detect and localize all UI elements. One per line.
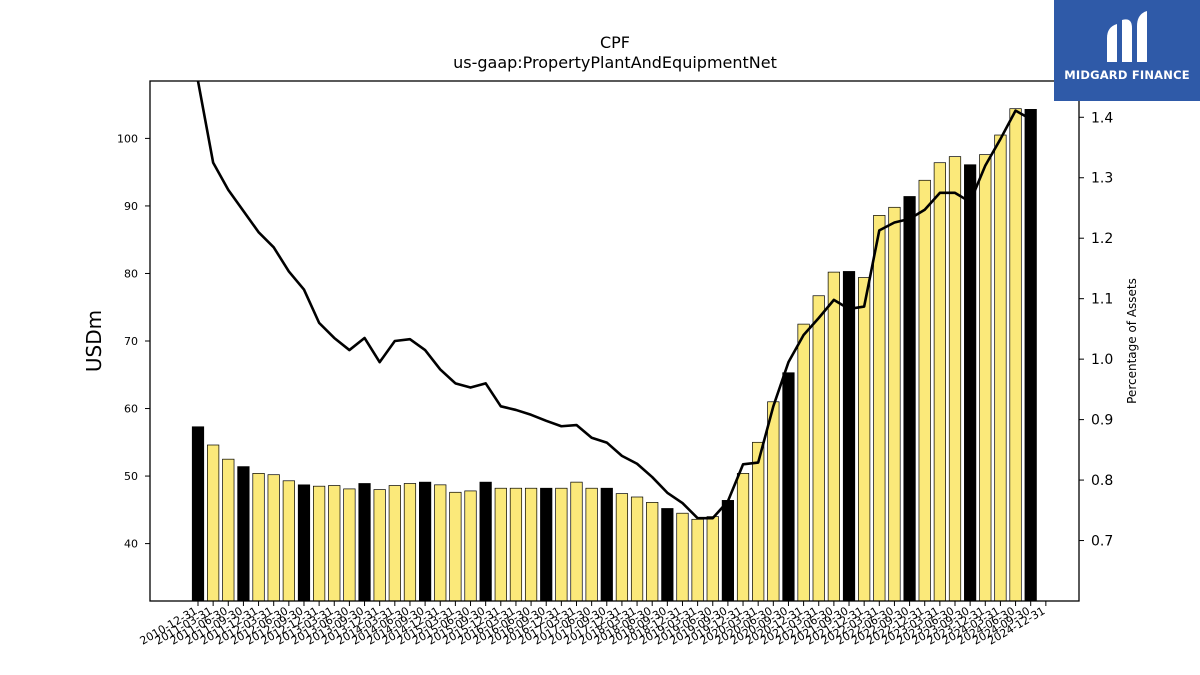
bar-2022-06-30 [888, 206, 901, 602]
bar-2016-12-31 [555, 487, 568, 602]
bar-2023-06-30 [948, 156, 962, 602]
percentage-line [196, 80, 1032, 520]
y-tick-left-label: 90 [124, 200, 138, 213]
midgard-m-logo-icon [1054, 0, 1200, 101]
bar-series [191, 108, 1037, 602]
bar-2015-09-30 [479, 481, 492, 602]
bar-2023-09-30 [964, 164, 977, 602]
bar-2010-12-31 [191, 426, 205, 602]
bar-2013-03-31 [328, 485, 341, 602]
y-axis-left: 40 50 60 70 80 90 100 [117, 132, 150, 551]
bar-2012-09-30 [297, 484, 311, 602]
bar-2020-06-30 [767, 401, 780, 602]
bar-2014-09-30 [419, 481, 432, 602]
bar-2014-03-31 [388, 485, 401, 602]
percentage-line-series [196, 80, 1032, 520]
bar-2019-03-31 [691, 518, 704, 602]
bar-2016-06-30 [524, 487, 538, 602]
bar-2022-09-30 [903, 196, 916, 602]
bar-2012-12-31 [313, 485, 326, 602]
bar-2011-09-30 [237, 466, 250, 602]
y-tick-right-label: 1.2 [1091, 231, 1113, 247]
bar-2018-03-31 [630, 496, 644, 602]
bar-2013-06-30 [343, 488, 356, 602]
y-tick-right-label: 0.7 [1091, 534, 1113, 550]
chart-title: CPF [600, 33, 630, 52]
midgard-finance-logo: MIDGARD FINANCE [1054, 0, 1200, 101]
y-tick-right-label: 1.4 [1091, 110, 1113, 126]
bar-2022-12-31 [918, 179, 931, 602]
bar-2019-12-31 [736, 473, 750, 602]
bar-2011-12-31 [252, 473, 265, 602]
bar-2012-06-30 [282, 480, 295, 602]
bar-2021-12-31 [858, 277, 871, 602]
y-tick-right-label: 1.0 [1091, 352, 1113, 368]
y-axis-right: 0.7 0.8 0.9 1.0 1.1 1.2 1.3 1.4 [1079, 110, 1113, 550]
bar-2016-09-30 [540, 487, 553, 602]
bar-2024-06-30 [1009, 108, 1022, 602]
bar-2017-09-30 [600, 487, 613, 602]
bar-2019-06-30 [706, 516, 719, 602]
bar-2022-03-31 [873, 215, 886, 602]
bar-2021-09-30 [842, 271, 856, 602]
y-tick-right-label: 0.8 [1091, 473, 1113, 489]
bar-2014-06-30 [403, 483, 417, 602]
bar-2024-03-31 [994, 134, 1007, 602]
bar-2020-03-31 [752, 441, 765, 602]
bar-2011-03-31 [207, 444, 220, 602]
y-axis-label-left: USDm [82, 310, 106, 372]
y-tick-left-label: 70 [124, 335, 138, 348]
y-tick-left-label: 80 [124, 267, 138, 280]
bar-2021-06-30 [827, 271, 840, 602]
bar-2017-06-30 [585, 487, 598, 602]
y-tick-right-label: 0.9 [1091, 413, 1113, 429]
bar-2020-12-31 [797, 323, 810, 602]
bar-2018-09-30 [661, 508, 674, 602]
bar-2018-06-30 [646, 502, 659, 602]
y-tick-left-label: 60 [124, 403, 138, 416]
x-axis: 2010-12-312011-03-312011-06-302011-09-30… [138, 601, 1047, 648]
bar-2015-12-31 [494, 487, 507, 602]
bar-2014-12-31 [434, 484, 447, 602]
y-tick-left-label: 40 [124, 538, 138, 551]
bar-2017-03-31 [570, 481, 583, 602]
y-tick-right-label: 1.3 [1091, 171, 1113, 187]
bar-2018-12-31 [676, 512, 689, 602]
bar-2021-03-31 [812, 295, 825, 602]
bar-2012-03-31 [267, 474, 280, 602]
bar-2015-03-31 [449, 491, 462, 602]
bar-2019-09-30 [721, 500, 735, 602]
bar-2023-03-31 [933, 162, 946, 602]
bar-2020-09-30 [782, 372, 795, 602]
bar-2016-03-31 [509, 487, 523, 602]
logo-text: MIDGARD FINANCE [1064, 68, 1190, 82]
bar-2011-06-30 [222, 458, 235, 602]
bar-2015-06-30 [464, 490, 477, 602]
chart-subtitle: us-gaap:PropertyPlantAndEquipmentNet [453, 53, 777, 72]
y-tick-right-label: 1.1 [1091, 292, 1113, 308]
bar-2023-12-31 [979, 154, 992, 602]
y-tick-left-label: 100 [117, 132, 138, 145]
bar-2017-12-31 [615, 493, 629, 602]
y-axis-label-right: Percentage of Assets [1125, 278, 1139, 404]
y-tick-left-label: 50 [124, 470, 138, 483]
bar-2013-12-31 [373, 489, 386, 602]
bar-2013-09-30 [358, 483, 371, 602]
bar-2024-09-30 [1024, 109, 1037, 602]
